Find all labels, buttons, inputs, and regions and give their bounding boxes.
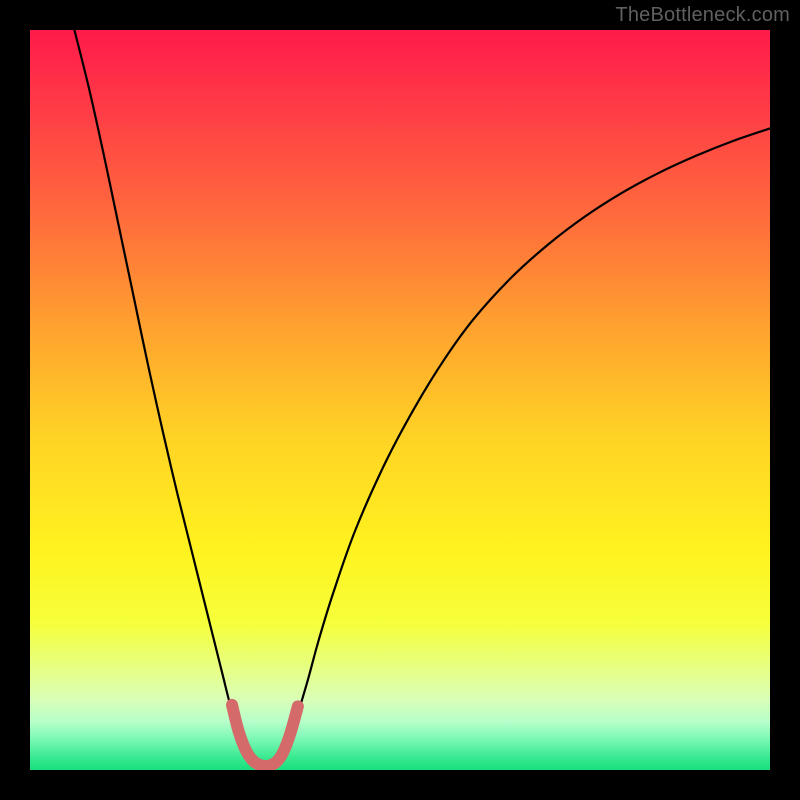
bottleneck-chart-svg: [30, 30, 770, 770]
chart-frame: TheBottleneck.com: [0, 0, 800, 800]
watermark-text: TheBottleneck.com: [615, 4, 790, 27]
gradient-background-rect: [30, 30, 770, 770]
plot-area: [30, 30, 770, 770]
